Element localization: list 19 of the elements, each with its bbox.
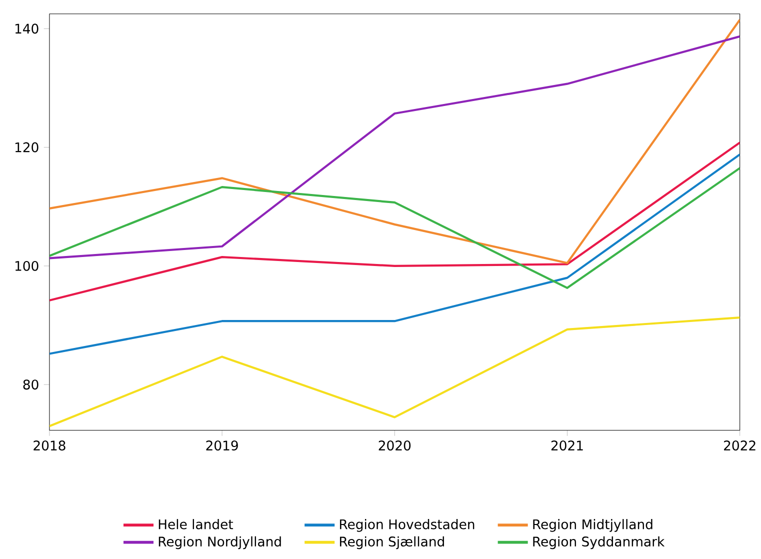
x-tick-label: 2018	[34, 440, 66, 451]
legend-label: Region Hovedstaden	[340, 519, 474, 532]
legend-label: Hele landet	[158, 519, 234, 530]
line-series	[49, 153, 740, 355]
y-tick-label: 80	[23, 380, 38, 390]
x-tick-label: 2021	[551, 440, 583, 451]
legend-label: Region Sjælland	[340, 536, 444, 550]
x-tick-label: 2022	[724, 440, 756, 451]
legend-label: Region Midtjylland	[533, 519, 652, 532]
legend-label: Region Nordjylland	[158, 536, 281, 550]
line-series	[49, 316, 740, 428]
legend-label: Region Syddanmark	[533, 536, 665, 550]
y-tick-label: 100	[15, 261, 38, 272]
line-series	[49, 142, 740, 302]
y-tick-label: 120	[15, 142, 38, 152]
y-tick-label: 140	[15, 24, 38, 34]
x-tick-label: 2019	[206, 440, 238, 451]
x-tick-label: 2020	[378, 440, 411, 451]
line-series	[49, 167, 740, 290]
